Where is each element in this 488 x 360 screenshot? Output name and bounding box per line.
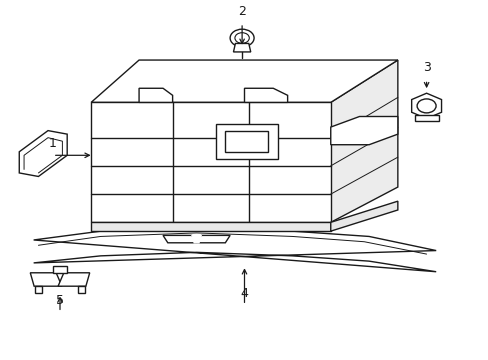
Polygon shape xyxy=(30,273,62,286)
Polygon shape xyxy=(225,131,268,152)
Polygon shape xyxy=(411,93,441,118)
Polygon shape xyxy=(215,123,278,159)
Polygon shape xyxy=(330,117,397,145)
Polygon shape xyxy=(78,286,85,293)
Text: 5: 5 xyxy=(56,294,64,307)
Polygon shape xyxy=(244,88,287,102)
Text: 3: 3 xyxy=(422,61,429,74)
Polygon shape xyxy=(139,88,172,102)
Polygon shape xyxy=(196,235,230,243)
Polygon shape xyxy=(414,116,438,121)
Polygon shape xyxy=(330,60,397,222)
Polygon shape xyxy=(19,131,67,176)
Polygon shape xyxy=(35,286,42,293)
Polygon shape xyxy=(53,266,67,273)
Polygon shape xyxy=(58,273,89,286)
Polygon shape xyxy=(91,222,330,231)
Text: 1: 1 xyxy=(49,137,57,150)
Polygon shape xyxy=(34,228,435,272)
Polygon shape xyxy=(91,60,397,102)
Polygon shape xyxy=(330,201,397,231)
Polygon shape xyxy=(91,102,330,222)
Text: 4: 4 xyxy=(240,287,248,300)
Circle shape xyxy=(230,29,254,47)
Polygon shape xyxy=(233,44,250,52)
Polygon shape xyxy=(163,235,196,243)
Polygon shape xyxy=(191,235,201,243)
Text: 2: 2 xyxy=(238,5,245,18)
